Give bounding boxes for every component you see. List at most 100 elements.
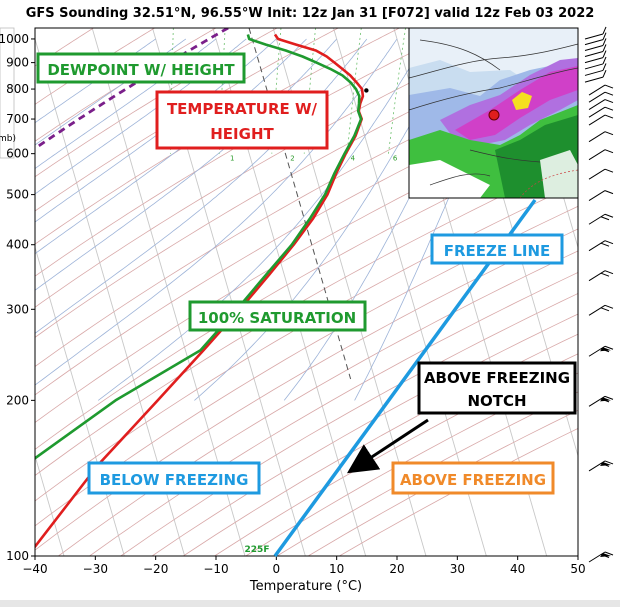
wind-barb-feather bbox=[602, 69, 607, 78]
dry-adiabat-line bbox=[35, 28, 400, 245]
mixing-ratio-line bbox=[271, 28, 282, 154]
x-axis-label: Temperature (°C) bbox=[249, 579, 362, 594]
x-tick-label: 20 bbox=[389, 562, 404, 576]
wind-barb bbox=[588, 460, 614, 472]
mixing-ratio-line bbox=[170, 28, 174, 154]
wind-barb-feather bbox=[604, 304, 614, 309]
annotation-freeze-line: FREEZE LINE bbox=[430, 233, 564, 265]
annotation-dewpoint-text: DEWPOINT W/ HEIGHT bbox=[47, 61, 235, 79]
annotation-notch-line2: NOTCH bbox=[467, 392, 526, 410]
wind-barb-feather bbox=[604, 270, 614, 275]
moist-adiabat-line bbox=[35, 38, 368, 334]
mixing-ratio-line bbox=[388, 28, 406, 154]
wind-barb-staff bbox=[588, 106, 606, 118]
wind-barb-feather bbox=[602, 50, 607, 58]
wind-barb-staff bbox=[584, 50, 604, 57]
x-tick-label: −10 bbox=[203, 562, 228, 576]
wind-barb-feather bbox=[604, 168, 614, 173]
wind-barb-staff bbox=[588, 84, 606, 96]
wind-barb-feather bbox=[600, 272, 610, 277]
mixing-ratio-label: 6 bbox=[393, 154, 398, 162]
annotation-below-freezing-text: BELOW FREEZING bbox=[100, 471, 249, 489]
wind-barb-feather bbox=[602, 56, 607, 65]
wind-barb bbox=[588, 168, 614, 180]
wind-barb-staff bbox=[588, 149, 606, 161]
wind-barb-staff bbox=[588, 345, 606, 357]
wind-barb bbox=[584, 63, 607, 76]
wind-barb bbox=[588, 395, 614, 407]
wind-barb-pennant bbox=[600, 553, 611, 557]
wind-barb bbox=[588, 551, 614, 563]
chart-title: GFS Sounding 32.51°N, 96.55°W Init: 12z … bbox=[26, 6, 595, 21]
wind-barb-feather bbox=[604, 460, 614, 465]
wind-barb-feather bbox=[604, 345, 614, 350]
wind-barb-feather bbox=[600, 307, 610, 312]
wind-barb-feather bbox=[604, 91, 614, 96]
wind-barb-feather bbox=[604, 131, 614, 136]
annotation-notch-line1: ABOVE FREEZING bbox=[424, 369, 570, 387]
annotation-below-freezing: BELOW FREEZING bbox=[87, 461, 261, 495]
wind-barb bbox=[584, 26, 607, 40]
mixing-ratio-label: 4 bbox=[351, 154, 356, 162]
wind-barb bbox=[588, 114, 614, 126]
wind-barb-feather bbox=[604, 149, 614, 154]
mixing-ratio-line bbox=[303, 28, 316, 154]
wind-barb-feather bbox=[604, 551, 614, 556]
dry-adiabat-line bbox=[183, 333, 578, 556]
wind-barb bbox=[588, 345, 614, 357]
x-tick-label: 50 bbox=[570, 562, 585, 576]
wind-barb-staff bbox=[588, 395, 606, 407]
y-tick-label: 700 bbox=[6, 112, 29, 126]
wind-barb-feather bbox=[604, 395, 614, 400]
moist-adiabat-line bbox=[35, 38, 307, 255]
annotation-above-freezing-notch: ABOVE FREEZING NOTCH bbox=[417, 361, 577, 415]
annotation-above-freezing: ABOVE FREEZING bbox=[391, 461, 555, 495]
inset-map bbox=[408, 27, 579, 199]
dry-adiabat-line bbox=[35, 228, 578, 551]
wind-barb-staff bbox=[584, 39, 604, 46]
lcl-marker bbox=[364, 88, 369, 93]
wind-barb bbox=[588, 304, 614, 316]
annotation-temperature-line1: TEMPERATURE W/ bbox=[167, 100, 318, 118]
annotation-freeze-line-text: FREEZE LINE bbox=[444, 242, 551, 260]
wind-barb-staff bbox=[584, 69, 604, 76]
dry-adiabat-line bbox=[35, 205, 578, 527]
y-tick-label: 900 bbox=[6, 56, 29, 70]
wind-barb-feather bbox=[600, 216, 610, 221]
wind-barb-staff bbox=[588, 91, 606, 103]
x-tick-label: 10 bbox=[329, 562, 344, 576]
x-tick-label: −30 bbox=[83, 562, 108, 576]
wind-barb bbox=[588, 99, 614, 110]
dry-adiabat-line bbox=[151, 313, 578, 556]
plot-frame bbox=[34, 27, 579, 557]
x-tick-label: 0 bbox=[273, 562, 281, 576]
x-tick-label: −40 bbox=[22, 562, 47, 576]
wind-barb-feather bbox=[604, 84, 614, 89]
isotherm-line bbox=[35, 454, 65, 556]
wind-barb-staff bbox=[584, 63, 604, 70]
moist-adiabat-line bbox=[35, 38, 337, 291]
y-tick-label: 300 bbox=[6, 302, 29, 316]
legend-partial-text: mb) bbox=[0, 134, 16, 144]
wind-barb-staff bbox=[584, 44, 604, 51]
surface-temp-label: 225F bbox=[245, 545, 270, 555]
dry-adiabat-line bbox=[35, 28, 461, 277]
wind-barb-staff bbox=[588, 114, 606, 126]
notch-arrow bbox=[346, 418, 429, 474]
wind-barb bbox=[588, 270, 614, 282]
wind-barb-staff bbox=[588, 551, 606, 563]
wind-barb-staff bbox=[588, 168, 606, 180]
wind-barb bbox=[588, 131, 614, 143]
y-tick-label: 1000 bbox=[0, 32, 29, 46]
wind-barb bbox=[584, 56, 607, 70]
wind-barb bbox=[584, 50, 607, 64]
wind-barb-staff bbox=[588, 190, 606, 202]
mixing-ratio-line bbox=[218, 28, 226, 154]
annotation-temperature: TEMPERATURE W/ HEIGHT bbox=[155, 90, 329, 150]
x-tick-label: 30 bbox=[450, 562, 465, 576]
annotation-dewpoint: DEWPOINT W/ HEIGHT bbox=[36, 52, 246, 84]
wind-barb-pennant bbox=[600, 347, 611, 352]
y-tick-label: 500 bbox=[6, 188, 29, 202]
wind-barb-feather bbox=[600, 242, 610, 247]
legend-panel bbox=[0, 27, 15, 159]
